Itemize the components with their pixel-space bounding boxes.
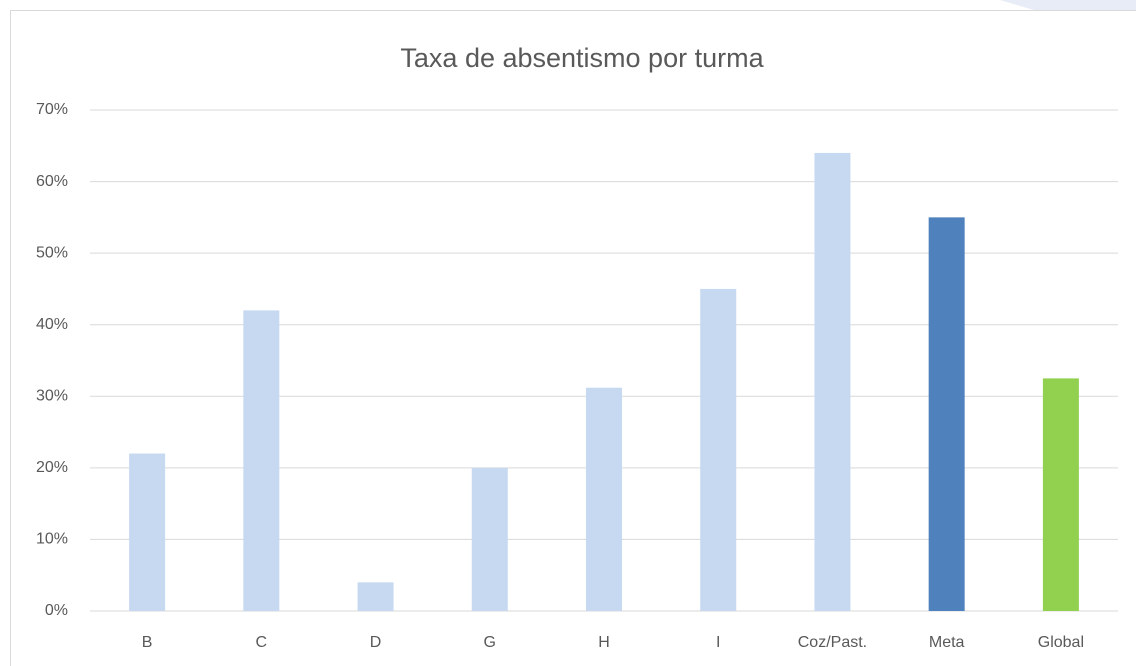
x-tick-label: D	[370, 634, 382, 651]
y-tick-label: 70%	[36, 101, 68, 118]
y-tick-label: 10%	[36, 531, 68, 548]
chart-title: Taxa de absentismo por turma	[400, 43, 764, 73]
x-tick-label: Coz/Past.	[798, 634, 867, 651]
x-tick-label: Meta	[929, 634, 965, 651]
y-tick-label: 50%	[36, 244, 68, 261]
bar	[700, 288, 737, 611]
bar	[586, 387, 622, 611]
x-tick-label: H	[598, 634, 610, 651]
x-tick-label: C	[256, 634, 268, 651]
y-tick-label: 30%	[36, 388, 68, 405]
x-tick-label: G	[484, 634, 496, 651]
bar	[814, 152, 851, 611]
bar	[928, 217, 965, 611]
bar	[129, 453, 166, 611]
y-tick-label: 0%	[45, 602, 68, 619]
x-tick-label: B	[142, 634, 153, 651]
bar	[471, 467, 508, 611]
chart-frame	[10, 10, 1136, 666]
bar	[243, 310, 280, 611]
y-tick-label: 60%	[36, 173, 68, 190]
bar	[1042, 378, 1079, 611]
bar	[357, 582, 394, 611]
x-tick-label: I	[716, 634, 720, 651]
x-tick-label: Global	[1038, 634, 1084, 651]
y-tick-label: 40%	[36, 316, 68, 333]
y-tick-label: 20%	[36, 459, 68, 476]
